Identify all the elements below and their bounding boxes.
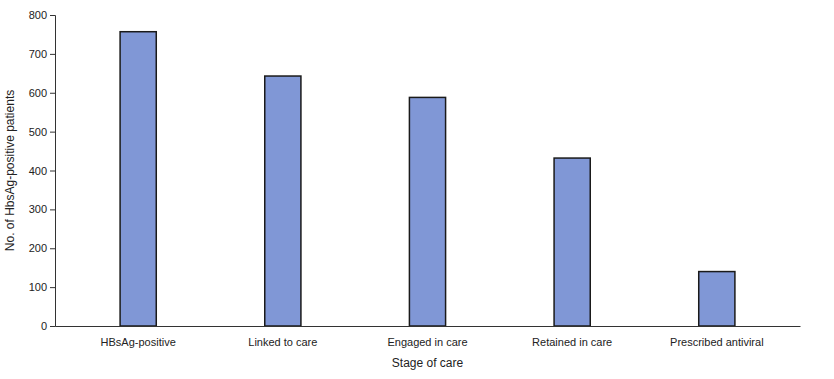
- y-tick: 0: [41, 320, 55, 332]
- x-tick-label: HBsAg-positive: [101, 336, 176, 348]
- x-tick: Retained in care: [532, 326, 612, 348]
- y-tick-mark: [50, 248, 55, 249]
- y-tick-label: 100: [29, 281, 47, 293]
- y-tick-label: 0: [41, 320, 47, 332]
- y-tick: 400: [29, 165, 55, 177]
- x-tick: Linked to care: [248, 326, 317, 348]
- y-tick-mark: [50, 54, 55, 55]
- y-tick: 800: [29, 9, 55, 21]
- x-tick: Engaged in care: [387, 326, 467, 348]
- y-tick-label: 200: [29, 242, 47, 254]
- bar: [265, 76, 301, 326]
- x-tick: Prescribed antiviral: [670, 326, 764, 348]
- y-tick-label: 800: [29, 9, 47, 21]
- x-tick-label: Linked to care: [248, 336, 317, 348]
- y-tick: 200: [29, 242, 55, 254]
- y-tick-mark: [50, 132, 55, 133]
- bar: [699, 272, 735, 326]
- x-axis-line: [56, 326, 801, 327]
- y-tick-label: 500: [29, 126, 47, 138]
- x-tick-label: Retained in care: [532, 336, 612, 348]
- chart: 0 100 200 300 400 500 600 700 800 HBsAg-positive L…: [0, 0, 834, 379]
- y-axis-title: No. of HbsAg-positive patients: [3, 90, 17, 251]
- bar: [409, 97, 445, 326]
- x-tick-label: Engaged in care: [387, 336, 467, 348]
- bar: [120, 32, 156, 326]
- y-tick-mark: [50, 209, 55, 210]
- y-tick-mark: [50, 171, 55, 172]
- y-tick-label: 300: [29, 203, 47, 215]
- y-tick: 600: [29, 87, 55, 99]
- y-axis: 0 100 200 300 400 500 600 700 800: [29, 9, 56, 332]
- y-tick-mark: [50, 15, 55, 16]
- y-tick-mark: [50, 93, 55, 94]
- y-axis-line: [50, 16, 56, 327]
- y-tick: 700: [29, 48, 55, 60]
- y-tick-label: 400: [29, 165, 47, 177]
- y-tick-mark: [50, 287, 55, 288]
- bar: [554, 158, 590, 326]
- x-tick: HBsAg-positive: [101, 326, 176, 348]
- x-axis-title: Stage of care: [392, 356, 464, 370]
- y-tick: 100: [29, 281, 55, 293]
- bars: [120, 32, 735, 326]
- y-tick-mark: [50, 326, 55, 327]
- x-tick-label: Prescribed antiviral: [670, 336, 764, 348]
- y-tick: 500: [29, 126, 55, 138]
- y-tick: 300: [29, 203, 55, 215]
- y-tick-label: 600: [29, 87, 47, 99]
- y-tick-label: 700: [29, 48, 47, 60]
- x-axis: HBsAg-positive Linked to care Engaged in c…: [56, 326, 801, 348]
